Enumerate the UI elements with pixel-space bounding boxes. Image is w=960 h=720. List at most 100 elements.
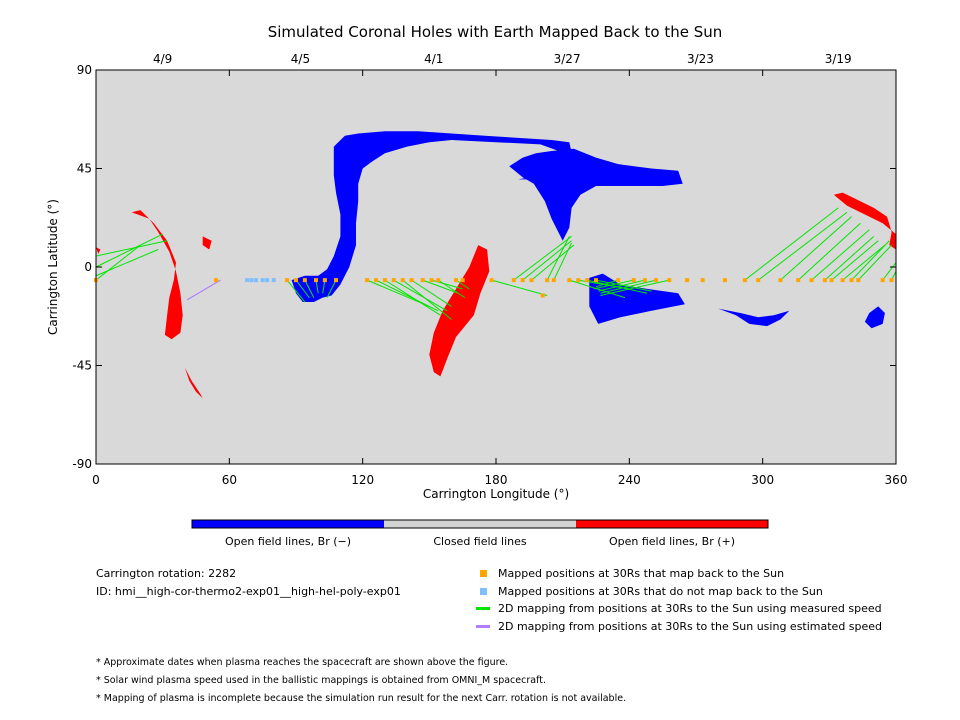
- unmapped-point-3: [260, 278, 265, 283]
- x-tick-label: 60: [222, 473, 237, 487]
- legend-not-mapped: Mapped positions at 30Rs that do not map…: [498, 585, 823, 598]
- mapped-point-19: [489, 278, 494, 283]
- unmapped-point-0: [245, 278, 250, 283]
- mapped-point-44: [840, 278, 845, 283]
- mapped-point-16: [436, 278, 441, 283]
- coronal-hole-positive-8: [96, 247, 101, 254]
- date-tick-label: 3/19: [825, 52, 852, 66]
- y-tick-label: 90: [77, 63, 92, 77]
- mapped-point-20: [511, 278, 516, 283]
- measured-mapping-line-13: [393, 279, 448, 312]
- date-tick-label: 3/23: [687, 52, 714, 66]
- carrington-rotation-label: Carrington rotation: 2282: [96, 567, 237, 580]
- measured-mapping-line-16: [422, 279, 459, 294]
- mapped-swatch: [480, 570, 487, 577]
- mapped-point-8: [365, 278, 370, 283]
- measured-mapping-line-18: [437, 279, 466, 299]
- mapped-point-14: [420, 278, 425, 283]
- colorbar: Open field lines, Br (−) Closed field lin…: [191, 519, 769, 548]
- mapped-point-3: [294, 278, 298, 283]
- mapped-point-15: [429, 278, 434, 283]
- mapped-point-22: [529, 278, 534, 283]
- x-axis-label: Carrington Longitude (°): [423, 487, 569, 501]
- mapped-point-49: [540, 293, 545, 298]
- estimated-line-swatch: [476, 625, 490, 628]
- date-tick-label: 4/5: [291, 52, 310, 66]
- mapped-point-29: [616, 278, 621, 283]
- measured-mapping-line-30: [595, 279, 619, 288]
- mapped-point-17: [454, 278, 458, 283]
- measured-mapping-line-14: [402, 279, 452, 320]
- measured-mapping-line-43: [851, 240, 890, 281]
- measured-mapping-line-37: [780, 216, 852, 281]
- coronal-hole-negative-1: [509, 148, 683, 241]
- colorbar-label-2: Open field lines, Br (+): [609, 535, 735, 548]
- x-tick-label: 0: [92, 473, 100, 487]
- mapped-point-5: [314, 278, 318, 283]
- coronal-hole-positive-7: [202, 236, 212, 250]
- measured-mapping-line-33: [600, 279, 657, 294]
- legend-estimated: 2D mapping from positions at 30Rs to the…: [498, 620, 883, 633]
- measured-mapping-line-15: [411, 279, 452, 307]
- measured-mapping-line-35: [744, 207, 839, 281]
- measured-mapping-line-44: [857, 244, 892, 281]
- mapped-point-39: [778, 278, 783, 283]
- measured-mapping-line-24: [553, 242, 573, 281]
- mapped-point-23: [545, 278, 550, 283]
- mapped-point-7: [334, 278, 338, 283]
- x-tick-label: 180: [485, 473, 508, 487]
- mapped-point-43: [829, 278, 834, 283]
- mapped-point-28: [594, 278, 598, 283]
- date-tick-label: 4/1: [424, 52, 443, 66]
- measured-mapping-line-6: [304, 279, 315, 298]
- mapped-point-36: [722, 278, 727, 283]
- measured-mapping-line-12: [384, 279, 441, 316]
- measured-mapping-line-45: [882, 262, 897, 281]
- colorbar-label-1: Closed field lines: [433, 535, 527, 548]
- measured-mapping-line-42: [842, 244, 886, 281]
- coronal-hole-positive-5: [131, 210, 183, 340]
- mapped-point-37: [742, 278, 747, 283]
- measured-mapping-line-1: [95, 233, 163, 268]
- note-incomplete: * Mapping of plasma is incomplete becaus…: [96, 693, 627, 704]
- date-tick-label: 3/27: [554, 52, 581, 66]
- measured-mapping-line-19: [455, 279, 470, 290]
- colorbar-label-0: Open field lines, Br (−): [225, 535, 351, 548]
- colorbar-segment-2: [576, 520, 768, 528]
- coronal-hole-negative-0: [291, 131, 574, 302]
- x-tick-label: 240: [618, 473, 641, 487]
- mapped-point-18: [460, 278, 465, 283]
- mapped-point-38: [756, 278, 761, 283]
- coronal-hole-negative-3: [718, 308, 790, 327]
- mapping-lines-layer: [95, 207, 897, 320]
- coronal-hole-negative-4: [864, 306, 885, 329]
- not-mapped-swatch: [480, 588, 487, 595]
- measured-mapping-line-3: [95, 249, 159, 277]
- x-tick-label: 300: [751, 473, 774, 487]
- unmapped-point-5: [271, 278, 276, 283]
- mapped-point-24: [551, 278, 556, 283]
- measured-mapping-line-31: [593, 279, 634, 290]
- measured-mapping-line-5: [295, 279, 310, 298]
- mapped-points-layer: [94, 278, 894, 298]
- unmapped-point-1: [249, 278, 254, 283]
- measured-mapping-line-26: [569, 279, 626, 299]
- measured-mapping-line-9: [326, 279, 337, 298]
- mapped-point-40: [796, 278, 801, 283]
- mapped-point-32: [654, 278, 658, 283]
- y-tick-label: 0: [84, 260, 92, 274]
- measured-mapping-line-7: [315, 280, 319, 294]
- mapped-point-27: [585, 278, 590, 283]
- measured-mapping-line-23: [546, 236, 570, 281]
- mapped-point-46: [856, 278, 861, 283]
- measured-mapping-line-4: [286, 279, 306, 303]
- coronal-hole-positive-10: [833, 192, 896, 250]
- y-tick-label: -90: [72, 457, 92, 471]
- mapped-point-2: [285, 278, 290, 283]
- measured-mapping-line-41: [831, 240, 879, 281]
- unmapped-point-4: [265, 278, 270, 283]
- coronal-hole-positive-9: [429, 245, 490, 377]
- colorbar-segment-0: [192, 520, 384, 528]
- measured-mapping-line-0: [95, 244, 141, 281]
- measured-mapping-line-20: [513, 235, 572, 281]
